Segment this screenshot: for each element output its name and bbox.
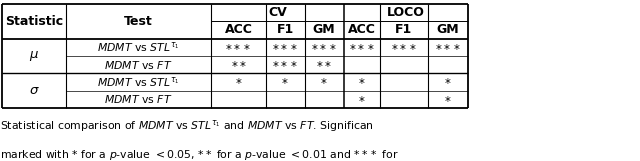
Text: GM: GM <box>436 24 459 37</box>
Text: $* * *$: $* * *$ <box>272 58 298 71</box>
Text: $*$: $*$ <box>235 75 242 88</box>
Text: F1: F1 <box>276 24 294 37</box>
Text: $*$: $*$ <box>444 93 451 106</box>
Text: Statistical comparison of $\mathit{MDMT}$ vs $\mathit{STL}^{\tau_1}$ and $\mathi: Statistical comparison of $\mathit{MDMT}… <box>0 118 374 134</box>
Text: $\mathit{MDMT}$ vs $\mathit{STL}^{\tau_1}$: $\mathit{MDMT}$ vs $\mathit{STL}^{\tau_1… <box>97 40 180 54</box>
Text: $\mathit{MDMT}$ vs $\mathit{STL}^{\tau_1}$: $\mathit{MDMT}$ vs $\mathit{STL}^{\tau_1… <box>97 75 180 89</box>
Text: $\sigma$: $\sigma$ <box>29 84 39 97</box>
Text: F1: F1 <box>396 24 412 37</box>
Text: $**$: $**$ <box>316 58 332 71</box>
Text: $*$: $*$ <box>358 75 365 88</box>
Text: $*$: $*$ <box>282 75 289 88</box>
Text: $*$: $*$ <box>444 75 451 88</box>
Text: $* * *$: $* * *$ <box>311 41 337 54</box>
Text: $\mathit{MDMT}$ vs $\mathit{FT}$: $\mathit{MDMT}$ vs $\mathit{FT}$ <box>104 59 173 71</box>
Text: Test: Test <box>124 15 153 28</box>
Text: $\mathit{MDMT}$ vs $\mathit{FT}$: $\mathit{MDMT}$ vs $\mathit{FT}$ <box>104 93 173 105</box>
Text: LOCO: LOCO <box>387 6 425 19</box>
Text: marked with $*$ for a $p$-value $< 0.05$, $**$ for a $p$-value $< 0.01$ and $***: marked with $*$ for a $p$-value $< 0.05$… <box>0 148 399 161</box>
Text: $**$: $**$ <box>230 58 246 71</box>
Text: ACC: ACC <box>348 24 376 37</box>
Text: $* * *$: $* * *$ <box>225 41 252 54</box>
Text: $* * *$: $* * *$ <box>391 41 417 54</box>
Text: ACC: ACC <box>225 24 252 37</box>
Text: $\mu$: $\mu$ <box>29 49 39 63</box>
Text: CV: CV <box>268 6 287 19</box>
Text: $*$: $*$ <box>358 93 365 106</box>
Text: $* * *$: $* * *$ <box>435 41 461 54</box>
Text: Statistic: Statistic <box>5 15 63 28</box>
Text: $*$: $*$ <box>321 75 328 88</box>
Text: $* * *$: $* * *$ <box>349 41 375 54</box>
Text: GM: GM <box>313 24 335 37</box>
Text: $* * *$: $* * *$ <box>272 41 298 54</box>
